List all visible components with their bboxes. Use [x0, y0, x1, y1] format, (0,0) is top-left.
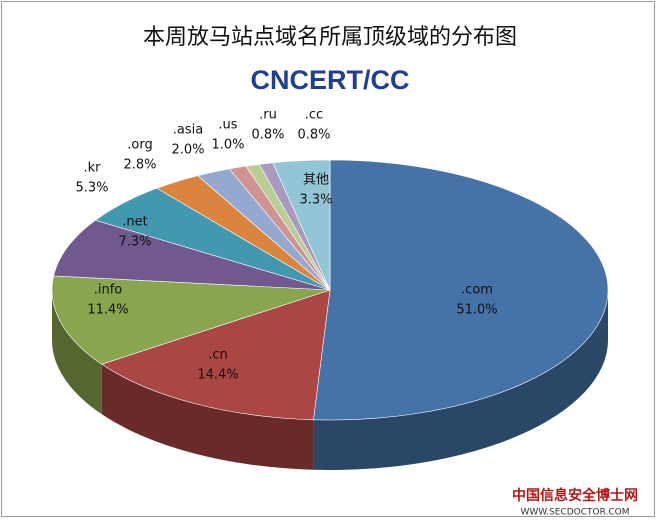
- slice-value-label: 51.0%: [456, 303, 497, 318]
- slice-value-label: 0.8%: [297, 128, 330, 143]
- slice-value-label: 11.4%: [87, 303, 128, 318]
- slice-label: 其他: [303, 173, 329, 188]
- pie-slice: [51, 275, 331, 365]
- slice-label: .org: [127, 138, 152, 153]
- slice-label: .kr: [83, 161, 101, 176]
- watermark-url: WWW.SECDOCTOR.COM: [520, 508, 629, 518]
- slice-value-label: 7.3%: [118, 235, 151, 250]
- slice-label: .asia: [173, 123, 203, 138]
- pie-slice: [272, 159, 331, 291]
- pie-slice: [101, 289, 331, 421]
- pie-slice: [53, 219, 331, 291]
- pie-side: [52, 290, 102, 415]
- slice-value-label: 2.0%: [171, 143, 204, 158]
- slice-label: .us: [218, 118, 237, 133]
- slice-label: .cc: [305, 108, 323, 123]
- slice-label: .info: [94, 283, 123, 298]
- slice-value-label: 14.4%: [197, 368, 238, 383]
- slice-label: .cn: [208, 348, 228, 363]
- slice-label: .net: [122, 215, 147, 230]
- slice-label: .com: [461, 283, 493, 298]
- logo: CNCERT/CC: [251, 65, 410, 95]
- pie-slice: [313, 159, 609, 421]
- chart-title: 本周放马站点域名所属顶级域的分布图: [143, 25, 517, 50]
- slice-value-label: 0.8%: [251, 128, 284, 143]
- slice-value-label: 5.3%: [75, 181, 108, 196]
- slice-value-label: 1.0%: [211, 138, 244, 153]
- watermark: 中国信息安全博士网: [512, 487, 638, 504]
- slice-value-label: 3.3%: [299, 193, 332, 208]
- pie-side: [313, 290, 608, 470]
- slice-label: .ru: [259, 108, 277, 123]
- pie-side: [101, 364, 314, 470]
- slice-value-label: 2.8%: [123, 158, 156, 173]
